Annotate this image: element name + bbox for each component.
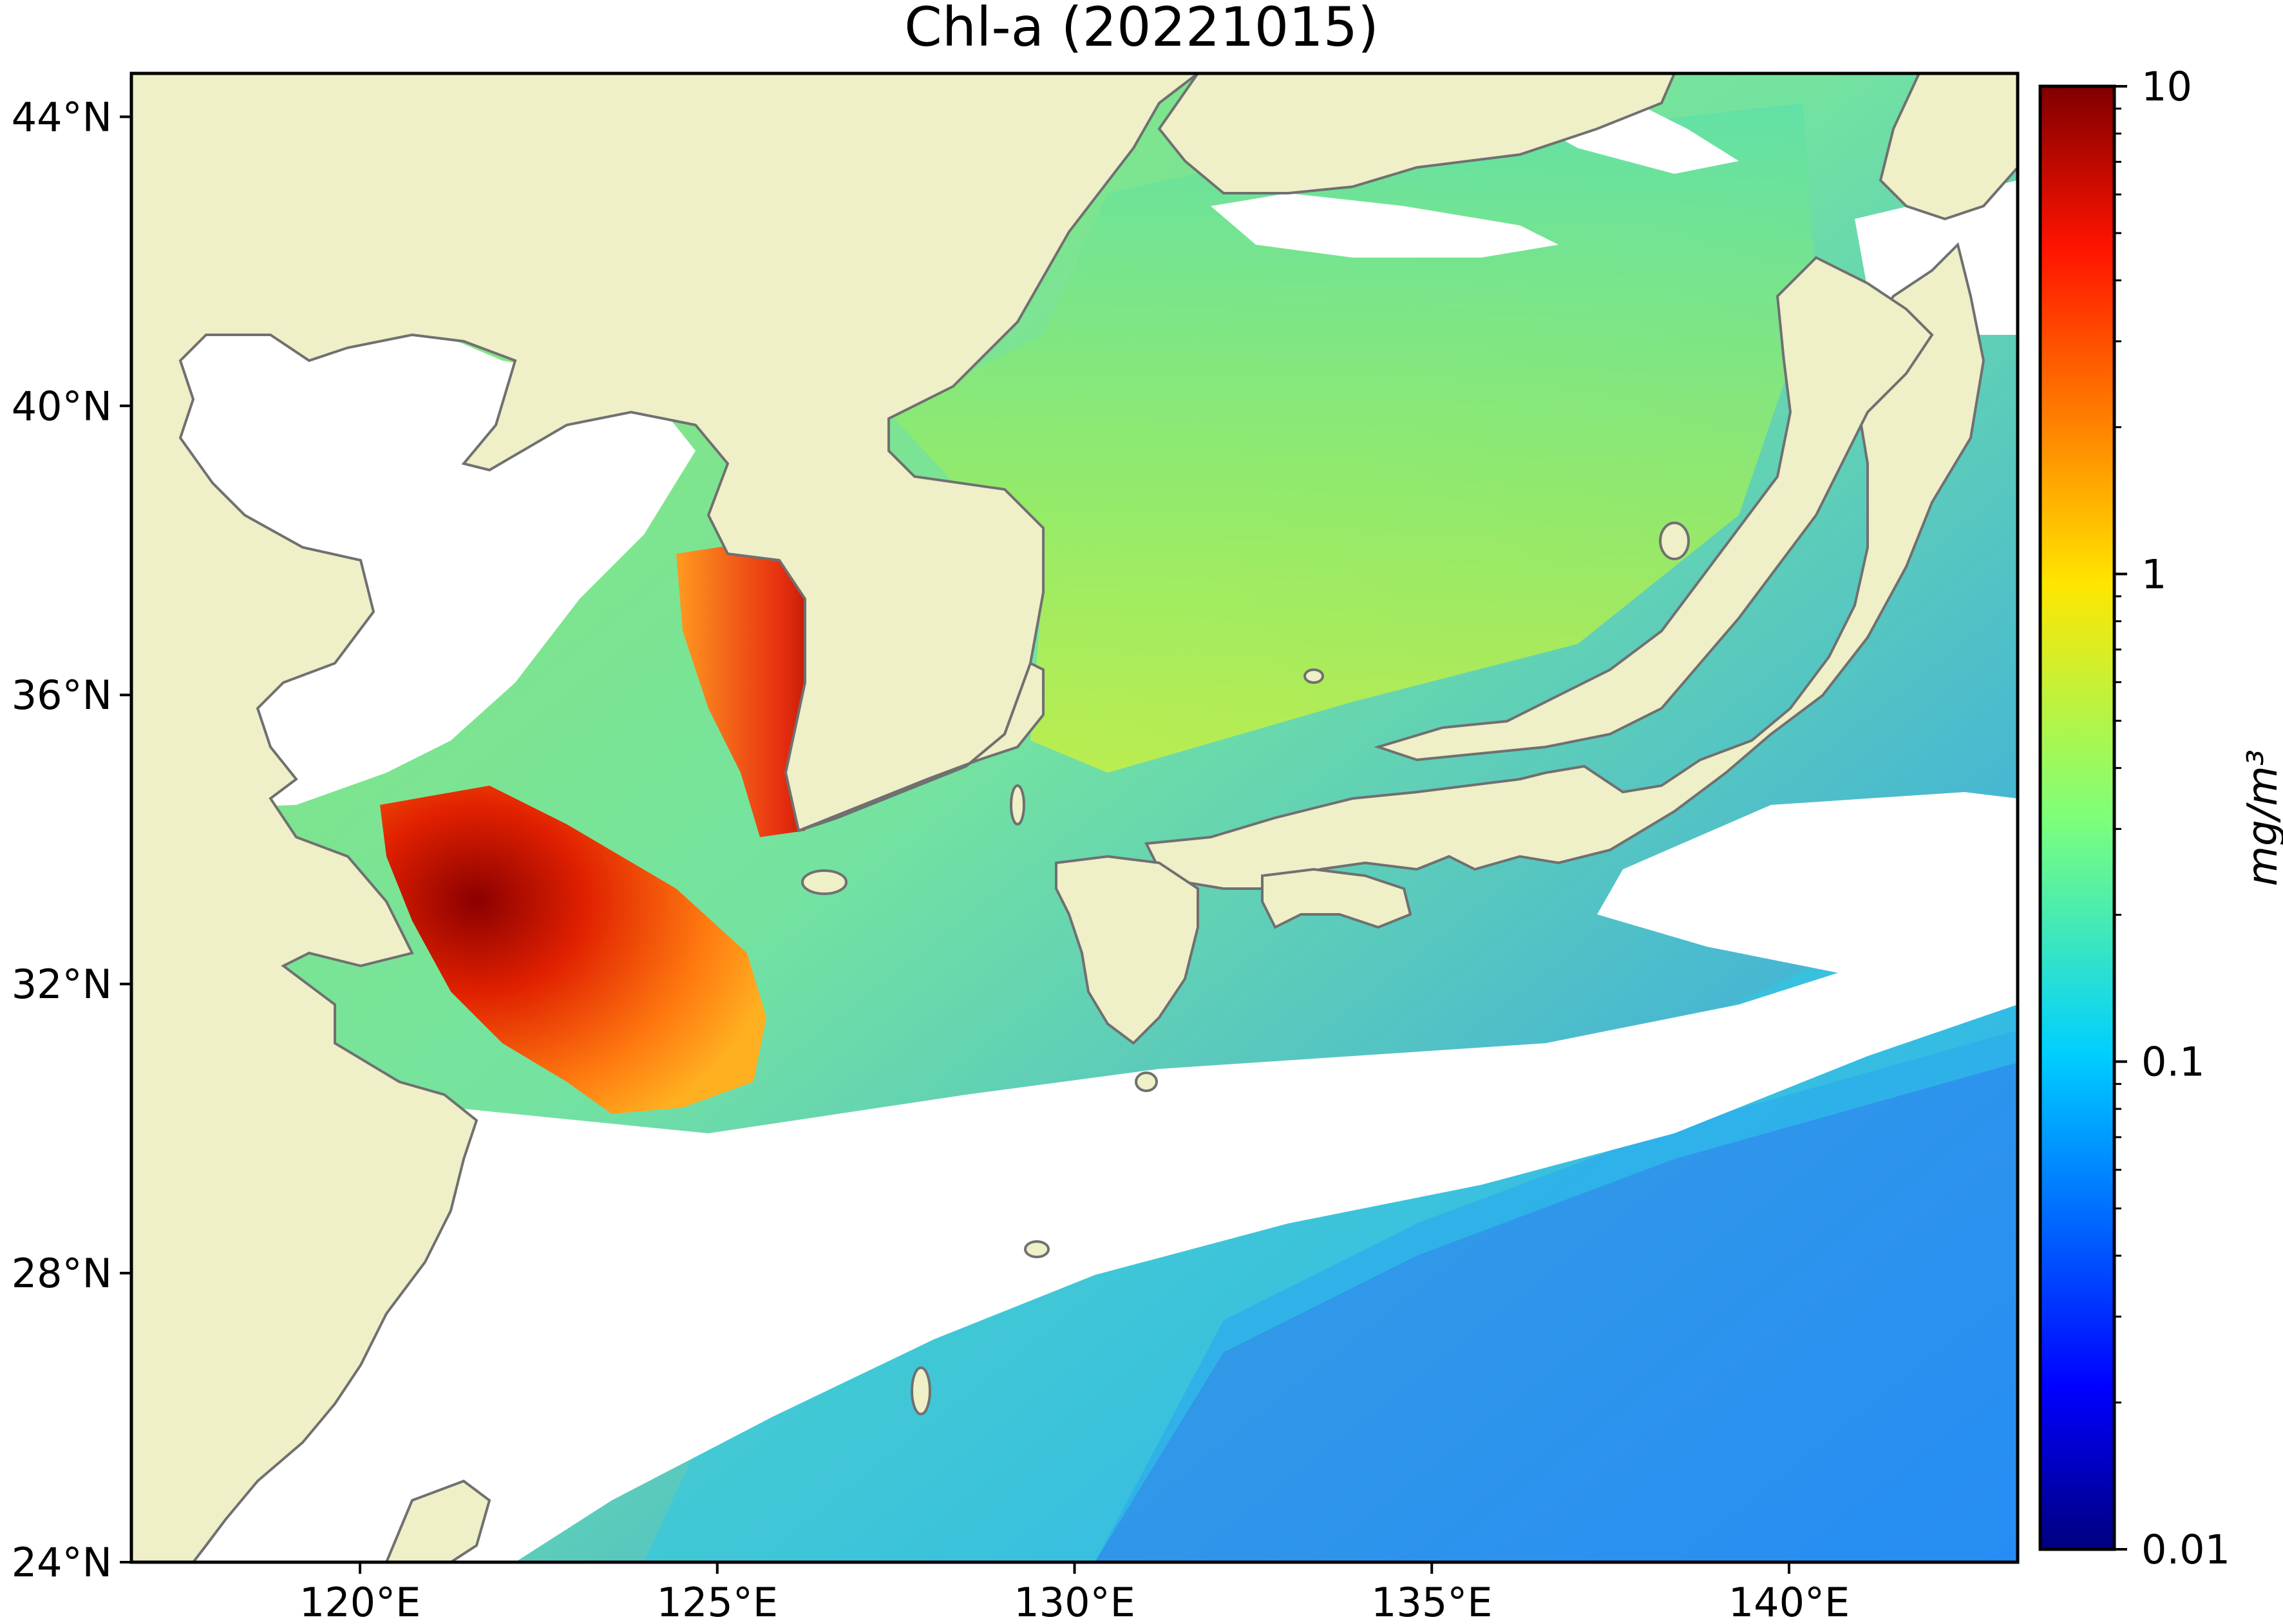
y-axis-ticks: 24°N 28°N 32°N 36°N 40°N 44°N — [12, 93, 131, 1586]
land-korea-south-tip — [798, 661, 1045, 832]
land-japan-hokkaido — [1879, 73, 2018, 221]
y-tick-label: 36°N — [12, 672, 112, 719]
y-tick-label: 32°N — [12, 961, 112, 1008]
colorbar-tick-label: 0.1 — [2141, 1039, 2205, 1086]
x-tick-label: 130°E — [1014, 1579, 1135, 1624]
yangtze-high-chl-plume — [380, 786, 766, 1114]
land-sado — [1659, 522, 1690, 560]
pacific-low-chl-region — [1095, 1030, 2018, 1562]
map-title: Chl-a (20221015) — [904, 0, 1379, 59]
colorbar-gradient — [2038, 84, 2116, 1551]
land-taiwan — [384, 1479, 491, 1562]
cloud-mask-east-china-sea — [131, 914, 2018, 1562]
colorbar-tick-label: 1 — [2141, 551, 2166, 598]
colorbar: 10 1 0.1 0.01 mg/m³ — [2038, 63, 2283, 1573]
colorbar-tick-label: 10 — [2141, 63, 2192, 110]
cloud-mask-north — [1211, 193, 1558, 258]
x-tick-label: 140°E — [1729, 1579, 1850, 1624]
x-tick-label: 120°E — [299, 1579, 421, 1624]
land-china-north — [131, 73, 1200, 1562]
land-japan-shikoku — [1261, 867, 1412, 929]
land-yakushima — [1135, 1072, 1158, 1092]
land-jeju — [801, 869, 848, 895]
y-tick-label: 24°N — [12, 1539, 112, 1586]
colorbar-label: mg/m³ — [2239, 750, 2283, 887]
land-japan-north-honshu — [1374, 256, 1934, 762]
land-okinawa — [911, 1366, 931, 1415]
land-oki — [1303, 668, 1324, 684]
cloud-mask-east-pacific — [1597, 792, 2018, 979]
y-tick-label: 44°N — [12, 93, 112, 140]
land-russia-coast — [1157, 73, 1676, 194]
map-plot-area — [131, 73, 2018, 1562]
x-tick-label: 125°E — [657, 1579, 779, 1624]
land-amami — [1024, 1240, 1050, 1258]
y-tick-label: 28°N — [12, 1250, 112, 1297]
x-axis-ticks: 120°E 125°E 130°E 135°E 140°E — [299, 1562, 1850, 1624]
japan-sea-region — [889, 103, 1816, 773]
land-masses — [131, 73, 2018, 1562]
colorbar-ticks: 10 1 0.1 0.01 — [2114, 63, 2230, 1573]
colorbar-tick-label: 0.01 — [2141, 1526, 2230, 1573]
land-japan-honshu — [1144, 242, 1985, 890]
x-tick-label: 135°E — [1371, 1579, 1493, 1624]
land-tsushima — [1010, 784, 1025, 826]
land-japan-kyushu — [1055, 854, 1199, 1045]
y-tick-label: 40°N — [12, 382, 112, 430]
